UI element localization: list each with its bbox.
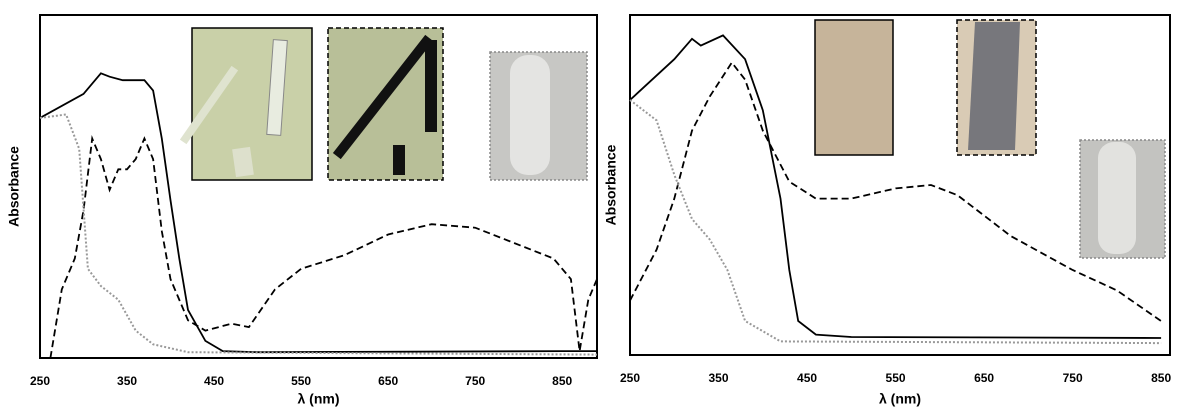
chart-panel: λ (nm) Absorbance 250 350 450 550 650 750 850 [6,14,598,407]
x-tick-label: 350 [709,371,729,385]
chart-panel: λ (nm) Absorbance 250 350 450 550 650 750 850 [603,14,1171,407]
crystal [266,39,288,136]
x-tick-label: 350 [117,374,137,388]
photo-crystals-dark [327,27,444,181]
line-series [39,113,598,356]
crystal [393,145,405,175]
plot-frame [39,14,598,359]
inset-photos [179,19,1166,259]
x-tick-label: 450 [797,371,817,385]
crystal [179,65,239,145]
line-series [629,99,1162,345]
x-tick-label: 850 [1151,371,1171,385]
crystal [425,40,437,132]
x-tick-label: 450 [204,374,224,388]
tube [510,55,550,175]
line-series [629,61,1162,322]
x-tick-label: 750 [465,374,485,388]
y-axis-title: Absorbance [6,146,22,227]
tube [1098,142,1136,254]
crystal [332,34,434,160]
crystal [232,146,254,178]
x-axis-title: λ (nm) [879,391,921,407]
x-tick-label: 550 [886,371,906,385]
crystal [968,22,1020,150]
line-series [49,135,598,359]
x-axis-title: λ (nm) [298,391,340,407]
x-tick-label: 650 [378,374,398,388]
x-tick-label: 250 [30,374,50,388]
plot-frame [629,14,1171,356]
x-tick-label: 550 [291,374,311,388]
x-tick-label: 750 [1063,371,1083,385]
photo-crystal-film [814,19,894,156]
x-tick-label: 250 [620,371,640,385]
x-tick-label: 850 [552,374,572,388]
y-axis-title: Absorbance [603,144,619,225]
line-series [629,34,1162,339]
x-tick-label: 650 [974,371,994,385]
